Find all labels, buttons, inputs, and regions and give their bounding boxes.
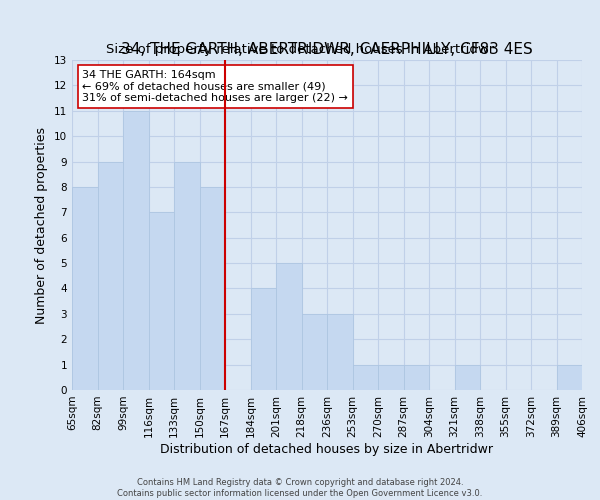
Text: Contains HM Land Registry data © Crown copyright and database right 2024.
Contai: Contains HM Land Registry data © Crown c… [118, 478, 482, 498]
X-axis label: Distribution of detached houses by size in Abertridwr: Distribution of detached houses by size … [161, 442, 493, 456]
Bar [199, 187, 225, 390]
Y-axis label: Number of detached properties: Number of detached properties [35, 126, 49, 324]
Text: Size of property relative to detached houses in Abertridwr: Size of property relative to detached ho… [106, 42, 494, 56]
Bar [353, 364, 378, 390]
Bar [251, 288, 276, 390]
Bar [174, 162, 199, 390]
Bar [97, 162, 123, 390]
Bar [276, 263, 302, 390]
Title: 34, THE GARTH, ABERTRIDWR, CAERPHILLY, CF83 4ES: 34, THE GARTH, ABERTRIDWR, CAERPHILLY, C… [121, 42, 533, 58]
Bar [302, 314, 327, 390]
Bar [72, 187, 97, 390]
Bar [149, 212, 174, 390]
Bar [327, 314, 353, 390]
Bar [378, 364, 404, 390]
Bar [557, 364, 582, 390]
Bar [455, 364, 480, 390]
Bar [123, 111, 149, 390]
Bar [404, 364, 429, 390]
Text: 34 THE GARTH: 164sqm
← 69% of detached houses are smaller (49)
31% of semi-detac: 34 THE GARTH: 164sqm ← 69% of detached h… [82, 70, 348, 103]
